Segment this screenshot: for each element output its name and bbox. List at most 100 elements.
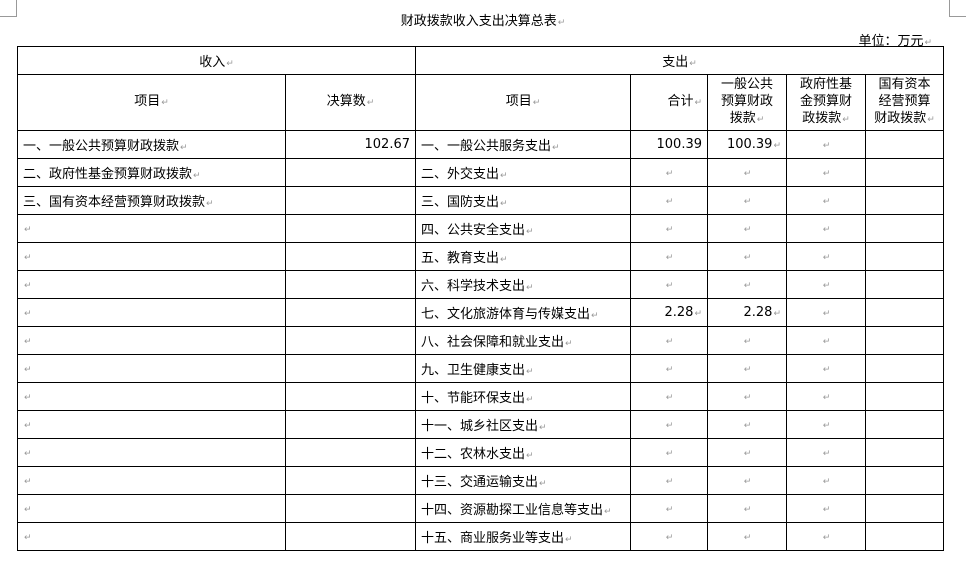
income-item-cell — [17, 466, 286, 495]
expense-fund-cell — [786, 158, 866, 187]
page-corner-mark — [949, 0, 966, 17]
expense-total-cell — [630, 326, 708, 355]
table-row: 九、卫生健康支出 — [17, 354, 944, 383]
expense-total-cell — [630, 214, 708, 243]
expense-fund-cell — [786, 186, 866, 215]
expense-item-cell: 十一、城乡社区支出 — [415, 410, 631, 439]
income-amount-cell — [285, 466, 416, 495]
expense-item-cell: 八、社会保障和就业支出 — [415, 326, 631, 355]
expense-general-cell: 2.28 — [707, 298, 787, 327]
total-header: 合计 — [630, 74, 708, 131]
expense-total-cell — [630, 186, 708, 215]
expense-fund-cell — [786, 270, 866, 299]
income-item-cell — [17, 214, 286, 243]
expense-state-cell — [865, 410, 944, 439]
income-item-cell — [17, 382, 286, 411]
income-amount-cell — [285, 158, 416, 187]
income-amount-cell: 102.67 — [285, 130, 416, 159]
table-row: 十二、农林水支出 — [17, 438, 944, 467]
table-row: 十、节能环保支出 — [17, 382, 944, 411]
fund-header: 政府性基金预算财政拨款 — [786, 74, 866, 131]
income-amount-cell — [285, 354, 416, 383]
table-row: 三、国有资本经营预算财政拨款 三、国防支出 — [17, 186, 944, 215]
expense-total-cell — [630, 158, 708, 187]
expense-total-cell: 100.39 — [630, 130, 708, 159]
expense-total-cell — [630, 438, 708, 467]
expense-general-cell — [707, 326, 787, 355]
table-row: 十五、商业服务业等支出 — [17, 522, 944, 551]
income-header: 收入 — [17, 46, 416, 75]
expense-state-cell — [865, 522, 944, 551]
income-item-cell — [17, 270, 286, 299]
income-amount-cell — [285, 494, 416, 523]
expense-item-cell: 十二、农林水支出 — [415, 438, 631, 467]
expense-general-cell — [707, 242, 787, 271]
amount-header: 决算数 — [285, 74, 416, 131]
expense-general-cell — [707, 354, 787, 383]
table-row: 十四、资源勘探工业信息等支出 — [17, 494, 944, 523]
expense-fund-cell — [786, 466, 866, 495]
income-amount-cell — [285, 298, 416, 327]
expense-header: 支出 — [415, 46, 944, 75]
expense-state-cell — [865, 494, 944, 523]
expense-total-cell — [630, 522, 708, 551]
expense-state-cell — [865, 466, 944, 495]
expense-general-cell: 100.39 — [707, 130, 787, 159]
expense-total-cell — [630, 382, 708, 411]
expense-general-cell — [707, 494, 787, 523]
expense-state-cell — [865, 158, 944, 187]
exp-item-header: 项目 — [415, 74, 631, 131]
unit-label: 单位：万元 — [858, 30, 932, 49]
expense-total-cell — [630, 354, 708, 383]
expense-state-cell — [865, 382, 944, 411]
expense-fund-cell — [786, 522, 866, 551]
expense-total-cell — [630, 466, 708, 495]
expense-state-cell — [865, 438, 944, 467]
table-row: 五、教育支出 — [17, 242, 944, 271]
expense-fund-cell — [786, 130, 866, 159]
expense-state-cell — [865, 186, 944, 215]
budget-table: 收入 支出 项目 决算数 项目 合计 一般公共预算财政拨款 政府性基金预算财政拨… — [17, 46, 944, 551]
table-row: 十一、城乡社区支出 — [17, 410, 944, 439]
income-amount-cell — [285, 186, 416, 215]
expense-general-cell — [707, 466, 787, 495]
income-item-cell — [17, 522, 286, 551]
expense-total-cell — [630, 494, 708, 523]
header-row-1: 收入 支出 — [17, 46, 944, 75]
income-item-cell — [17, 438, 286, 467]
expense-state-cell — [865, 326, 944, 355]
expense-general-cell — [707, 214, 787, 243]
table-row: 四、公共安全支出 — [17, 214, 944, 243]
expense-item-cell: 二、外交支出 — [415, 158, 631, 187]
income-item-cell — [17, 494, 286, 523]
expense-state-cell — [865, 298, 944, 327]
income-item-cell — [17, 354, 286, 383]
state-header: 国有资本经营预算财政拨款 — [865, 74, 944, 131]
income-amount-cell — [285, 522, 416, 551]
expense-item-cell: 四、公共安全支出 — [415, 214, 631, 243]
header-row-2: 项目 决算数 项目 合计 一般公共预算财政拨款 政府性基金预算财政拨款 国有资本… — [17, 74, 944, 131]
expense-item-cell: 十五、商业服务业等支出 — [415, 522, 631, 551]
expense-fund-cell — [786, 298, 866, 327]
expense-item-cell: 六、科学技术支出 — [415, 270, 631, 299]
expense-fund-cell — [786, 494, 866, 523]
expense-total-cell — [630, 270, 708, 299]
expense-general-cell — [707, 382, 787, 411]
expense-item-cell: 三、国防支出 — [415, 186, 631, 215]
income-amount-cell — [285, 242, 416, 271]
expense-fund-cell — [786, 354, 866, 383]
income-item-cell: 三、国有资本经营预算财政拨款 — [17, 186, 286, 215]
expense-fund-cell — [786, 242, 866, 271]
income-amount-cell — [285, 438, 416, 467]
expense-item-cell: 九、卫生健康支出 — [415, 354, 631, 383]
table-row: 十三、交通运输支出 — [17, 466, 944, 495]
expense-general-cell — [707, 522, 787, 551]
income-amount-cell — [285, 270, 416, 299]
income-amount-cell — [285, 410, 416, 439]
page-corner-mark — [0, 0, 17, 17]
expense-item-cell: 十、节能环保支出 — [415, 382, 631, 411]
income-amount-cell — [285, 382, 416, 411]
expense-fund-cell — [786, 326, 866, 355]
expense-total-cell: 2.28 — [630, 298, 708, 327]
